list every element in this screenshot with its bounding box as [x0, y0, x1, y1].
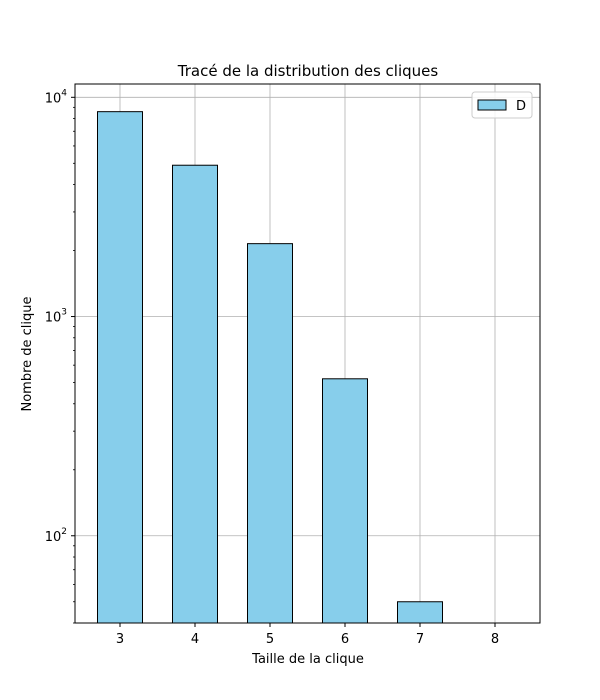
grid — [75, 84, 540, 623]
bars — [97, 111, 443, 624]
x-tick-label: 3 — [116, 632, 124, 647]
bar-3 — [97, 111, 143, 624]
legend-swatch — [477, 99, 507, 111]
chart-title: Tracé de la distribution des cliques — [177, 62, 439, 80]
bar-6 — [322, 378, 368, 624]
plot-frame — [74, 83, 541, 624]
legend: D — [471, 91, 533, 119]
y-tick-label: 102 — [45, 527, 67, 545]
bar-7 — [397, 601, 443, 624]
y-tick-label: 104 — [45, 88, 68, 106]
x-axis: 3 4 5 6 7 8 — [116, 623, 499, 647]
y-axis: 102 103 104 — [45, 88, 75, 624]
x-tick-label: 6 — [341, 632, 349, 647]
bar-4 — [172, 164, 218, 624]
y-axis-label: Nombre de clique — [20, 296, 35, 411]
x-tick-label: 7 — [416, 632, 424, 647]
x-tick-label: 8 — [491, 632, 499, 647]
bar-5 — [247, 243, 293, 624]
x-axis-label: Taille de la clique — [251, 652, 364, 667]
y-tick-label: 103 — [45, 308, 67, 326]
legend-label: D — [516, 99, 526, 114]
x-tick-label: 4 — [191, 632, 199, 647]
x-tick-label: 5 — [266, 632, 274, 647]
